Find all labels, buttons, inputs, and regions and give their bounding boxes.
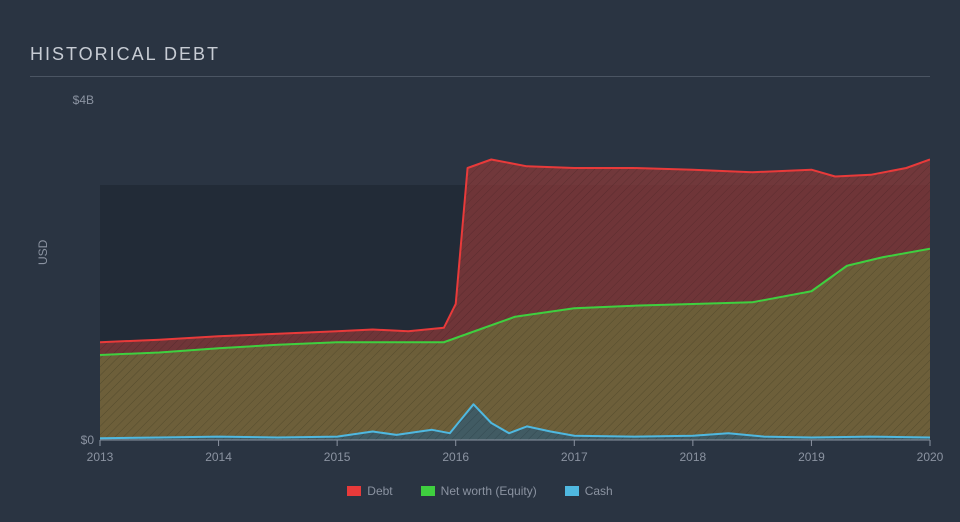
legend-label: Cash <box>585 484 613 498</box>
legend-label: Debt <box>367 484 392 498</box>
area-chart <box>0 0 960 522</box>
legend-label: Net worth (Equity) <box>441 484 537 498</box>
legend-item: Net worth (Equity) <box>421 484 537 498</box>
legend-swatch <box>565 486 579 496</box>
legend-swatch <box>347 486 361 496</box>
legend-swatch <box>421 486 435 496</box>
legend-item: Cash <box>565 484 613 498</box>
legend-item: Debt <box>347 484 392 498</box>
chart-card: { "title": {"text": "HISTORICAL DEBT", "… <box>0 0 960 522</box>
chart-legend: Debt Net worth (Equity) Cash <box>0 484 960 499</box>
